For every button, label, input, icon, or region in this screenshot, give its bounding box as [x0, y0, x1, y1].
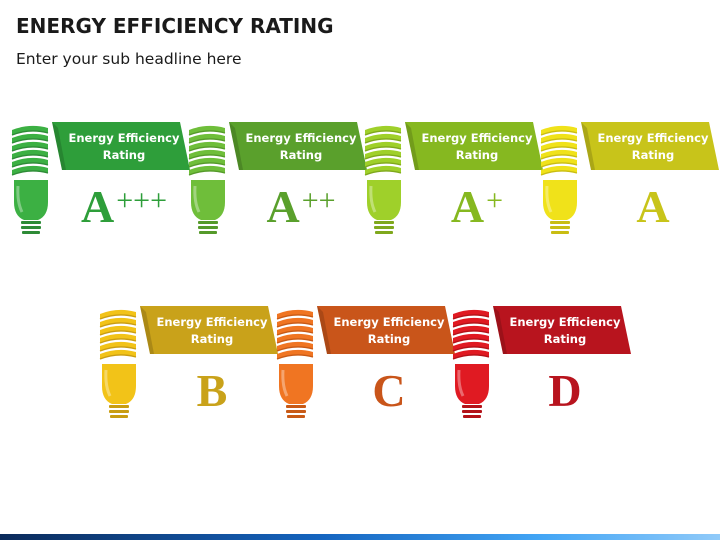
rating-grade: A — [589, 182, 717, 232]
page-subtitle: Enter your sub headline here — [16, 50, 242, 68]
banner-shape — [581, 122, 719, 170]
banner-shape — [229, 122, 367, 170]
rating-grade: A++ — [237, 182, 365, 232]
banner-shape — [140, 306, 278, 354]
grade-letter: A — [450, 181, 485, 232]
grade-letter: A — [81, 181, 115, 232]
grade-plus: +++ — [116, 184, 167, 217]
rating-grade: D — [501, 366, 629, 416]
rating-label: Energy Efficiency Rating — [333, 315, 445, 346]
page-title: ENERGY EFFICIENCY RATING — [16, 14, 334, 38]
footer-bar — [0, 534, 720, 540]
rating-card: Energy Efficiency Rating A+ — [361, 120, 543, 240]
bulb-icon — [276, 309, 314, 418]
banner-shape — [52, 122, 190, 170]
rating-grade: A+++ — [60, 182, 188, 232]
rating-label: Energy Efficiency Rating — [509, 315, 621, 346]
bulb-icon — [188, 125, 226, 234]
grade-plus: ++ — [301, 184, 336, 217]
rating-card: Energy Efficiency Rating C — [273, 304, 455, 424]
rating-label: Energy Efficiency Rating — [421, 131, 533, 162]
rating-grade: B — [148, 366, 276, 416]
grade-letter: D — [548, 365, 582, 416]
bulb-icon — [540, 125, 578, 234]
rating-card: Energy Efficiency Rating A — [537, 120, 719, 240]
grade-plus: + — [486, 184, 504, 217]
rating-label: Energy Efficiency Rating — [68, 131, 180, 162]
rating-card: Energy Efficiency Rating B — [96, 304, 278, 424]
banner-shape — [405, 122, 543, 170]
bulb-icon — [364, 125, 402, 234]
grade-letter: A — [266, 181, 300, 232]
rating-label: Energy Efficiency Rating — [245, 131, 357, 162]
banner-shape — [493, 306, 631, 354]
bulb-icon — [452, 309, 490, 418]
rating-label: Energy Efficiency Rating — [597, 131, 709, 162]
bulb-icon — [99, 309, 137, 418]
banner-shape — [317, 306, 455, 354]
rating-label: Energy Efficiency Rating — [156, 315, 268, 346]
rating-grade: A+ — [413, 182, 541, 232]
rating-card: Energy Efficiency Rating A+++ — [8, 120, 190, 240]
bulb-icon — [11, 125, 49, 234]
grade-letter: C — [372, 365, 406, 416]
rating-grade: C — [325, 366, 453, 416]
rating-card: Energy Efficiency Rating D — [449, 304, 631, 424]
rating-card: Energy Efficiency Rating A++ — [185, 120, 367, 240]
grade-letter: B — [196, 365, 228, 416]
grade-letter: A — [636, 181, 670, 232]
